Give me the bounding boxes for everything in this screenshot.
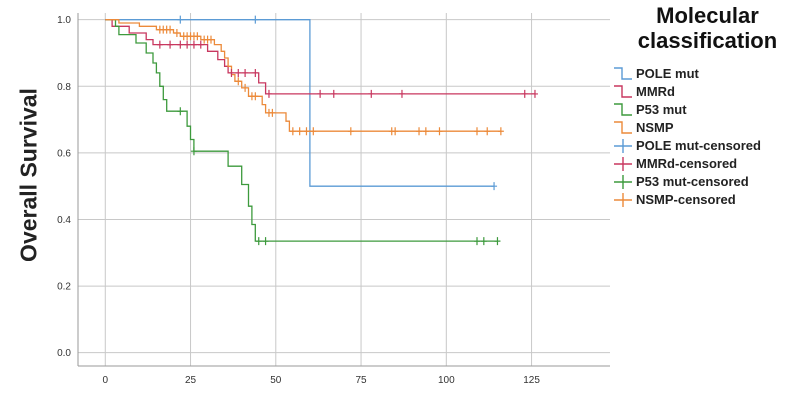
legend-item-mmrd-censored: MMRd-censored xyxy=(612,154,797,172)
y-tick-label: 1.0 xyxy=(57,15,71,26)
legend-item-p53-mut: P53 mut xyxy=(612,100,797,118)
censor-mark-mmrd xyxy=(368,89,375,98)
censor-mark-nsmp xyxy=(422,127,429,136)
legend-item-pole-mut-censored: POLE mut-censored xyxy=(612,136,797,154)
y-tick-label: 0.8 xyxy=(57,82,71,93)
grid xyxy=(77,13,610,367)
legend-item-label: MMRd-censored xyxy=(636,155,738,171)
x-tick-label: 125 xyxy=(523,375,540,386)
censor-mark-nsmp xyxy=(208,35,214,44)
legend-item-pole-mut: POLE mut xyxy=(612,64,797,82)
censor-mark-mmrd xyxy=(190,40,197,49)
legend-item-label: POLE mut xyxy=(636,65,699,81)
x-tick-label: 50 xyxy=(270,375,282,386)
x-tick-label: 0 xyxy=(103,375,109,386)
y-tick-label: 0.0 xyxy=(57,348,71,359)
censor-mark-nsmp xyxy=(484,127,491,136)
censor-mark-nsmp xyxy=(416,127,423,136)
censor-mark-nsmp xyxy=(242,83,249,92)
legend-step-icon xyxy=(614,67,632,80)
y-tick-label: 0.6 xyxy=(57,148,71,159)
legend-item-label: MMRd xyxy=(636,83,675,99)
censor-mark-mmrd xyxy=(235,68,242,77)
x-tick-label: 25 xyxy=(185,375,197,386)
legend-step-icon xyxy=(614,85,632,98)
censor-mark-mmrd xyxy=(398,89,405,98)
censor-mark-p53-mut xyxy=(190,147,197,156)
legend-item-p53-mut-censored: P53 mut-censored xyxy=(612,172,797,190)
censor-mark-nsmp xyxy=(497,127,504,136)
legend-plus-icon xyxy=(614,175,632,189)
legend-item-nsmp-censored: NSMP-censored xyxy=(612,190,797,208)
censor-mark-mmrd xyxy=(228,68,235,77)
censor-mark-p53-mut xyxy=(480,237,487,246)
legend-item-nsmp: NSMP xyxy=(612,118,797,136)
x-tick-label: 100 xyxy=(438,375,455,386)
legend-plus-icon xyxy=(614,157,632,171)
series-line-pole-mut xyxy=(105,19,495,187)
censor-mark-nsmp xyxy=(173,28,180,37)
censor-mark-mmrd xyxy=(265,89,272,98)
censor-mark-nsmp xyxy=(392,127,399,136)
censor-mark-p53-mut xyxy=(177,107,184,116)
legend-plus-icon xyxy=(614,193,632,207)
series-line-nsmp xyxy=(105,19,501,132)
y-axis-label-text: Overall Survival xyxy=(15,88,42,262)
censor-mark-mmrd xyxy=(242,68,249,77)
y-axis-label: Overall Survival xyxy=(14,55,44,295)
tick-labels: 0 25 50 75 100 125 0.0 0.2 0.4 0.6 0.8 1.0 xyxy=(57,15,540,386)
censor-mark-nsmp xyxy=(269,108,276,117)
censor-mark-mmrd xyxy=(521,89,528,98)
censor-mark-mmrd xyxy=(330,89,337,98)
censor-mark-mmrd xyxy=(184,40,191,49)
y-tick-label: 0.4 xyxy=(57,215,71,226)
legend-item-label: P53 mut xyxy=(636,101,687,117)
censor-mark-nsmp xyxy=(252,92,259,101)
censor-mark-mmrd xyxy=(252,68,259,77)
censor-mark-mmrd xyxy=(531,89,538,98)
legend-step-icon xyxy=(614,103,632,116)
censor-mark-nsmp xyxy=(303,127,310,136)
censor-mark-nsmp xyxy=(296,127,303,136)
censor-mark-nsmp xyxy=(235,77,242,86)
legend: Molecular classification POLE mut MMRd P53… xyxy=(612,3,797,208)
censor-mark-nsmp xyxy=(436,127,443,136)
censor-mark-mmrd xyxy=(156,40,163,49)
censor-mark-nsmp xyxy=(167,25,174,34)
censor-mark-pole-mut xyxy=(491,182,498,191)
censor-mark-p53-mut xyxy=(262,237,269,246)
censor-mark-nsmp xyxy=(474,127,480,136)
censor-mark-p53-mut xyxy=(474,237,480,246)
x-tick-label: 75 xyxy=(355,375,367,386)
legend-item-label: NSMP xyxy=(636,119,674,135)
censor-mark-mmrd xyxy=(317,89,324,98)
censor-mark-p53-mut xyxy=(255,237,262,246)
legend-item-mmrd: MMRd xyxy=(612,82,797,100)
legend-title: Molecular classification xyxy=(637,3,778,53)
legend-step-icon xyxy=(614,121,632,134)
legend-item-label: NSMP-censored xyxy=(636,191,736,207)
censor-mark-mmrd xyxy=(167,40,174,49)
legend-item-label: P53 mut-censored xyxy=(636,173,749,189)
censor-mark-nsmp xyxy=(347,127,354,136)
censor-mark-nsmp xyxy=(310,127,317,136)
censor-mark-mmrd xyxy=(197,40,204,49)
censor-mark-nsmp xyxy=(289,127,296,136)
legend-items: POLE mut MMRd P53 mut NSMP POLE mut-censored… xyxy=(612,64,797,208)
censor-mark-pole-mut xyxy=(177,15,184,24)
series-line-mmrd xyxy=(105,19,535,95)
series-lines xyxy=(105,19,535,242)
censor-marks xyxy=(156,15,538,246)
censor-mark-p53-mut xyxy=(494,237,501,246)
censor-mark-mmrd xyxy=(177,40,184,49)
legend-item-label: POLE mut-censored xyxy=(636,137,761,153)
series-line-p53-mut xyxy=(105,19,498,242)
censor-mark-pole-mut xyxy=(252,15,259,24)
y-tick-label: 0.2 xyxy=(57,282,71,293)
legend-plus-icon xyxy=(614,139,632,153)
censor-mark-nsmp xyxy=(194,32,201,41)
